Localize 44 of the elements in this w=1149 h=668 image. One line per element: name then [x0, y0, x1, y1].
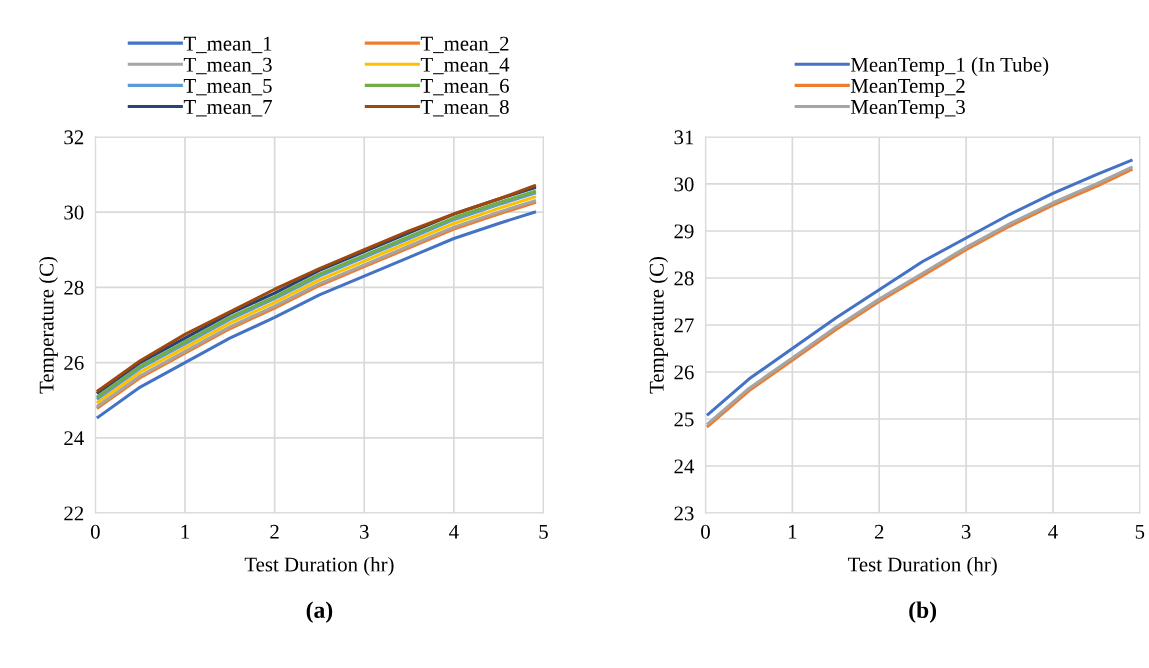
x-tick-label: 5 [1135, 524, 1145, 539]
x-tick-label: 3 [961, 524, 971, 539]
x-tick-label: 5 [539, 524, 548, 539]
y-tick-label: 32 [64, 130, 84, 145]
legend-label: MeanTemp_1 (In Tube) [850, 57, 1049, 76]
y-tick-label: 22 [64, 506, 84, 521]
x-tick-label: 4 [449, 524, 459, 539]
x-axis-title: Test Duration (hr) [847, 556, 997, 576]
y-tick-label: 23 [674, 506, 694, 521]
x-tick-label: 0 [701, 524, 710, 539]
x-tick-label: 0 [90, 524, 100, 539]
y-tick-label: 26 [674, 365, 694, 380]
y-tick-label: 26 [64, 356, 84, 371]
legend-label: T_mean_8 [420, 99, 509, 117]
y-tick-label: 30 [674, 177, 694, 192]
y-tick-label: 29 [674, 224, 694, 239]
x-tick-label: 2 [874, 524, 884, 539]
y-tick-label: 31 [674, 130, 694, 145]
y-tick-label: 30 [64, 205, 84, 220]
y-tick-label: 28 [674, 271, 694, 286]
legend-label: T_mean_1 [183, 36, 272, 54]
y-tick-label: 27 [674, 318, 694, 333]
y-tick-label: 28 [64, 280, 84, 295]
y-axis-title: Temperature (C) [649, 256, 668, 394]
y-tick-label: 24 [674, 459, 695, 474]
x-tick-label: 1 [788, 524, 797, 539]
x-tick-label: 3 [360, 524, 369, 539]
legend-label: MeanTemp_3 [850, 99, 965, 119]
legend-label: T_mean_2 [420, 36, 509, 54]
x-tick-label: 2 [270, 524, 279, 539]
legend-label: T_mean_3 [183, 57, 272, 75]
legend-label: MeanTemp_2 [850, 78, 965, 98]
legend-label: T_mean_6 [420, 78, 509, 96]
y-tick-label: 24 [64, 431, 84, 446]
text: (b) [909, 601, 937, 623]
x-axis-title: Test Duration (hr) [244, 556, 394, 576]
legend-label: T_mean_7 [183, 100, 272, 117]
legend-label: T_mean_5 [183, 79, 272, 96]
text: (a) [306, 601, 333, 623]
y-axis-title: Temperature (C) [38, 256, 58, 394]
x-tick-label: 4 [1048, 524, 1058, 539]
legend-label: T_mean_4 [420, 57, 510, 75]
x-tick-label: 1 [181, 524, 189, 539]
y-tick-label: 25 [674, 412, 694, 427]
